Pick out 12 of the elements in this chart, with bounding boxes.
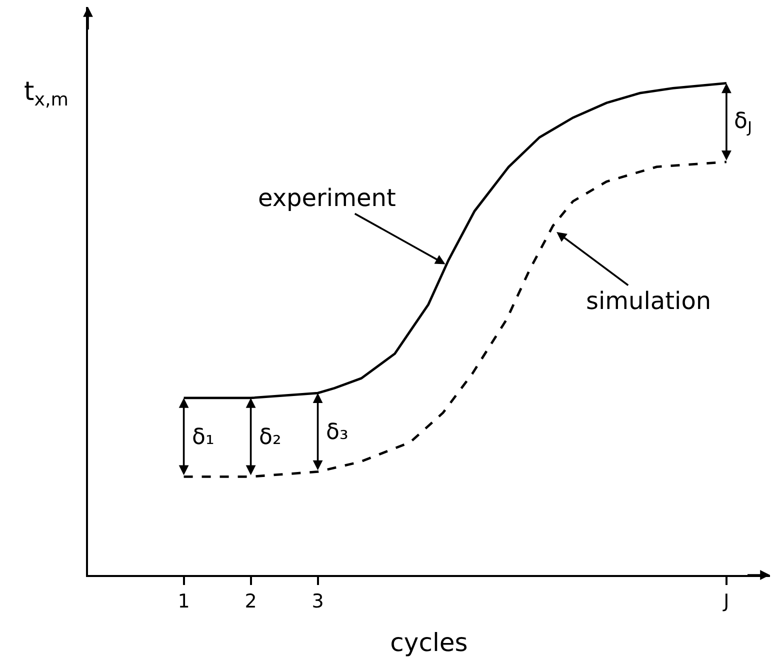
annotation: δ₂ xyxy=(259,425,282,450)
annotation: δ₃ xyxy=(326,420,348,445)
y-axis-title: t$_{x,m}$ xyxy=(24,77,68,110)
annotation: experiment xyxy=(258,184,396,212)
x-tick-label: J xyxy=(722,590,730,613)
x-tick-label: 1 xyxy=(178,590,190,613)
annotation: δ₁ xyxy=(192,425,214,450)
x-tick-label: 3 xyxy=(312,590,324,613)
annotation: simulation xyxy=(586,287,712,315)
annotation: δ$_{J}$ xyxy=(734,109,752,137)
x-axis-title: cycles xyxy=(390,628,468,658)
x-tick-label: 2 xyxy=(244,590,257,613)
